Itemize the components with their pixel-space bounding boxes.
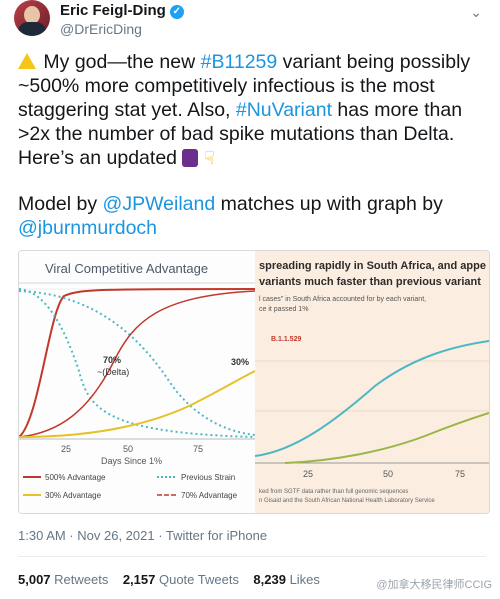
verified-icon: ✓ bbox=[169, 5, 184, 19]
model-chart-title: Viral Competitive Advantage bbox=[45, 261, 208, 276]
watermark: @加拿大移民律师CCIG bbox=[376, 579, 492, 591]
tweet-stats: 5,007 Retweets 2,157 Quote Tweets 8,239 … bbox=[18, 572, 320, 587]
tweet-text-segment: Model by bbox=[18, 193, 103, 215]
x-tick: 25 bbox=[61, 444, 71, 454]
series-previous-strain-a bbox=[19, 288, 256, 438]
ft-source-2: n Gisaid and the South African National … bbox=[259, 498, 435, 504]
avatar[interactable] bbox=[14, 0, 50, 36]
ft-chart-subtitle-2: ce it passed 1% bbox=[259, 306, 308, 313]
legend-label: 70% Advantage bbox=[181, 491, 238, 500]
x-tick: 50 bbox=[123, 444, 133, 454]
ft-chart-title-1: spreading rapidly in South Africa, and a… bbox=[259, 260, 486, 272]
tweet-line-5: Here’s an updated ☟ bbox=[18, 146, 486, 170]
avatar-face bbox=[24, 6, 40, 24]
chevron-down-icon[interactable]: ⌄ bbox=[470, 4, 482, 20]
tweet-line-3: staggering stat yet. Also, #NuVariant ha… bbox=[18, 98, 486, 122]
warning-icon bbox=[18, 53, 36, 69]
series-previous-strain-b bbox=[19, 290, 256, 436]
x-tick: 25 bbox=[303, 469, 313, 479]
likes-count: 8,239 bbox=[253, 572, 286, 587]
annotation-30: 30% bbox=[231, 357, 249, 367]
x-tick: 75 bbox=[193, 444, 203, 454]
series-b11529 bbox=[254, 340, 489, 457]
annotation-delta: ~(Delta) bbox=[97, 367, 129, 377]
series-30-advantage bbox=[19, 370, 256, 438]
tweet-header: Eric Feigl-Ding ✓ @DrEricDing ⌄ bbox=[14, 0, 484, 44]
tweet-line-6: Model by @JPWeiland matches up with grap… bbox=[18, 192, 486, 216]
tweet-text-segment: variant being possibly bbox=[277, 51, 471, 73]
paragraph-spacer bbox=[18, 170, 486, 192]
retweets-stat[interactable]: 5,007 Retweets bbox=[18, 572, 108, 587]
thread-icon bbox=[182, 149, 199, 167]
tweet-text: My god—the new #B11259 variant being pos… bbox=[18, 50, 486, 240]
likes-label: Likes bbox=[285, 572, 320, 587]
avatar-suit bbox=[18, 22, 46, 36]
series-previous-variant bbox=[284, 412, 489, 464]
ft-chart-subtitle-1: l cases" in South Africa accounted for b… bbox=[259, 296, 426, 303]
quotes-count: 2,157 bbox=[122, 572, 156, 587]
x-axis-label: Days Since 1% bbox=[101, 456, 162, 466]
hashtag-nuvariant[interactable]: #NuVariant bbox=[235, 99, 332, 121]
tweet-text-segment: Here’s an updated bbox=[18, 147, 183, 169]
annotation-70: 70% bbox=[103, 355, 121, 365]
author-name[interactable]: Eric Feigl-Ding bbox=[60, 2, 166, 19]
series-500-advantage bbox=[19, 288, 256, 438]
retweets-count: 5,007 bbox=[18, 572, 51, 587]
retweets-label: Retweets bbox=[50, 572, 109, 587]
tweet-line-4: >2x the number of bad spike mutations th… bbox=[18, 123, 455, 145]
tweet-line-2: ~500% more competitively infectious is t… bbox=[18, 75, 435, 97]
author-handle[interactable]: @DrEricDing bbox=[60, 21, 142, 37]
quotes-stat[interactable]: 2,157 Quote Tweets bbox=[123, 572, 239, 587]
author-name-row[interactable]: Eric Feigl-Ding ✓ bbox=[60, 2, 184, 19]
x-tick: 50 bbox=[383, 469, 393, 479]
ft-chart-svg: spreading rapidly in South Africa, and a… bbox=[254, 260, 489, 504]
pointing-down-icon: ☟ bbox=[203, 148, 215, 168]
tweet-line-1: My god—the new #B11259 variant being pos… bbox=[18, 50, 486, 74]
series-70-advantage bbox=[19, 290, 256, 438]
ft-series-label: B.1.1.529 bbox=[271, 336, 301, 343]
tweet-line-7: @jburnmurdoch bbox=[18, 216, 486, 240]
tweet-text-segment: matches up with graph by bbox=[215, 193, 443, 215]
ft-chart-title-2: variants much faster than previous varia… bbox=[259, 276, 481, 288]
hashtag-b11259[interactable]: #B11259 bbox=[200, 51, 278, 73]
tweet-timestamp[interactable]: 1:30 AM · Nov 26, 2021 · Twitter for iPh… bbox=[18, 528, 268, 543]
legend-label: Previous Strain bbox=[181, 473, 235, 482]
model-chart-image: Viral Competitive Advantage 70% ~(Delta)… bbox=[19, 251, 256, 513]
legend-label: 30% Advantage bbox=[45, 491, 102, 500]
legend-label: 500% Advantage bbox=[45, 473, 106, 482]
ft-chart-image: spreading rapidly in South Africa, and a… bbox=[254, 251, 489, 513]
ft-source-1: ked from SGTF data rather than full geno… bbox=[259, 489, 408, 495]
mention-jpweiland[interactable]: @JPWeiland bbox=[102, 193, 216, 215]
tweet-text-segment: My god—the new bbox=[38, 51, 201, 73]
tweet-media[interactable]: Viral Competitive Advantage 70% ~(Delta)… bbox=[18, 250, 490, 514]
divider bbox=[18, 556, 486, 557]
tweet-text-segment: has more than bbox=[332, 99, 463, 121]
likes-stat[interactable]: 8,239 Likes bbox=[253, 572, 320, 587]
x-tick: 75 bbox=[455, 469, 465, 479]
model-chart-svg: Viral Competitive Advantage 70% ~(Delta)… bbox=[19, 261, 256, 500]
tweet-text-segment: staggering stat yet. Also, bbox=[18, 99, 236, 121]
quotes-label: Quote Tweets bbox=[155, 572, 239, 587]
mention-jburnmurdoch[interactable]: @jburnmurdoch bbox=[18, 217, 158, 239]
